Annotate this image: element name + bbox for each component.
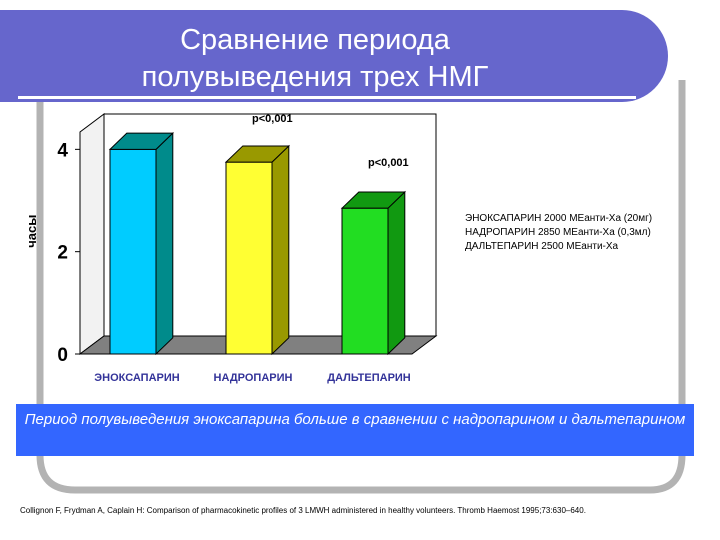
bar-nadroparin-side bbox=[271, 144, 290, 356]
legend: ЭНОКСАПАРИН 2000 МЕанти-Ха (20мг) НАДРОП… bbox=[465, 212, 652, 254]
bar-dalteparin-top bbox=[340, 191, 407, 209]
bar-enoxaparin-side bbox=[155, 131, 174, 356]
slide-title: Сравнение периода полувыведения трех НМГ bbox=[95, 22, 535, 96]
bar-dalteparin-front bbox=[341, 207, 389, 355]
category-label: ДАЛЬТЕПАРИН bbox=[327, 372, 411, 384]
y-axis-label: часы bbox=[24, 215, 39, 248]
category-label: НАДРОПАРИН bbox=[214, 372, 293, 384]
legend-item-enoxaparin: ЭНОКСАПАРИН 2000 МЕанти-Ха (20мг) bbox=[465, 213, 653, 224]
y-tick-label: 2 bbox=[57, 243, 68, 264]
legend-item-dalteparin: ДАЛЬТЕПАРИН 2500 МЕанти-Ха bbox=[465, 241, 619, 252]
conclusion-banner: Период полувыведения эноксапарина больше… bbox=[16, 404, 694, 456]
legend-item-nadroparin: НАДРОПАРИН 2850 МЕанти-Ха (0,3мл) bbox=[465, 227, 651, 238]
bar-dalteparin-side bbox=[387, 190, 406, 356]
chart-left-wall bbox=[79, 113, 105, 355]
title-line-1: Сравнение периода bbox=[180, 24, 450, 56]
title-line-2: полувыведения трех НМГ bbox=[141, 61, 489, 93]
title-underline bbox=[18, 96, 636, 99]
bar-nadroparin-front bbox=[225, 161, 273, 355]
annotation-p-value-1: p<0,001 bbox=[252, 113, 293, 125]
y-tick-label: 0 bbox=[57, 345, 68, 366]
bar-enoxaparin-front bbox=[109, 148, 157, 355]
bar-enoxaparin-top bbox=[108, 132, 175, 150]
bar-nadroparin-top bbox=[224, 145, 291, 163]
category-label: ЭНОКСАПАРИН bbox=[94, 372, 179, 384]
annotation-p-value-2: p<0,001 bbox=[368, 157, 409, 169]
bar-chart: 0 2 4 часы ЭНОКСАПАРИН НАДРОПАРИН ДАЛЬТЕПАРИН p… bbox=[24, 113, 438, 384]
title-band bbox=[0, 10, 668, 102]
y-tick-label: 4 bbox=[57, 140, 68, 161]
chart-area: 0 2 4 часы ЭНОКСАПАРИН НАДРОПАРИН ДАЛЬТЕПАРИН p… bbox=[16, 104, 466, 394]
citation: Collignon F, Frydman A, Caplain H: Compa… bbox=[20, 506, 586, 515]
